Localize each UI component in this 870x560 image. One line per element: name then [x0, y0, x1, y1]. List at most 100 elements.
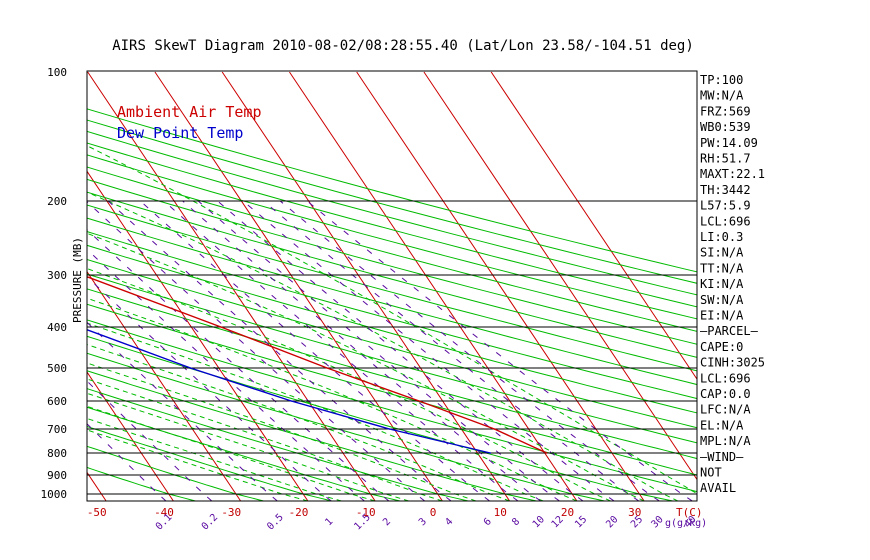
dry-adiabat-line — [87, 425, 332, 501]
mixing-ratio-line — [87, 229, 390, 501]
isotherm-line — [87, 471, 107, 501]
air-temp-point — [220, 326, 222, 328]
stability-index: AVAIL — [700, 481, 736, 495]
moist-adiabat-line — [87, 378, 443, 501]
pressure-tick-label: 900 — [47, 469, 67, 482]
dry-adiabat-line — [87, 319, 697, 493]
mixing-ratio-line — [182, 200, 541, 501]
pressure-tick-label: 700 — [47, 423, 67, 436]
mixing-ratio-line — [263, 200, 640, 501]
stability-index: LCL:696 — [700, 371, 751, 385]
dry-adiabat-line — [87, 231, 697, 400]
mixing-ratio-line — [87, 423, 167, 501]
bottom-temp-tick-label: -50 — [87, 506, 107, 519]
stability-index: LI:0.3 — [700, 230, 743, 244]
dew-point-series-line — [87, 328, 491, 454]
stability-index: MPL:N/A — [700, 434, 751, 448]
stability-index: LCL:696 — [700, 214, 751, 228]
dew-point-point — [290, 400, 293, 402]
mixing-ratio-label: 3 — [417, 516, 429, 528]
pressure-tick-label: 300 — [47, 269, 67, 282]
bottom-temp-tick-label: 20 — [561, 506, 574, 519]
mixing-ratio-line — [87, 276, 332, 501]
isobars — [87, 200, 697, 495]
stability-index: CINH:3025 — [700, 356, 765, 370]
moist-adiabat-line — [87, 191, 679, 501]
dry-adiabat-line — [87, 191, 697, 358]
mixing-ratio-label: 8 — [510, 516, 522, 528]
dry-adiabat-line — [87, 119, 697, 284]
dry-adiabat-line — [87, 352, 605, 501]
dew-point-point — [388, 428, 391, 430]
profile-series — [87, 275, 548, 454]
mixing-ratio-line — [242, 200, 615, 501]
pressure-tick-label: 500 — [47, 362, 67, 375]
legend-air-temp: Ambient Air Temp — [117, 103, 262, 121]
mixing-ratio-line — [306, 200, 693, 501]
mixing-ratio-line — [87, 321, 278, 501]
dry-adiabat-line — [87, 178, 697, 345]
mixing-ratio-label: 4 — [443, 516, 455, 528]
stability-index: CAPE:0 — [700, 340, 743, 354]
pressure-tick-label: 100 — [47, 66, 67, 79]
bottom-temp-tick-label: -40 — [154, 506, 174, 519]
plot-frame — [86, 70, 698, 502]
mixing-ratio-label: 30 — [649, 514, 665, 530]
bottom-temp-tick-label: 10 — [494, 506, 507, 519]
stability-index: CAP:0.0 — [700, 387, 751, 401]
mixing-ratio-label: 1 — [323, 516, 335, 528]
air-temp-point — [493, 428, 496, 430]
stability-index: TT:N/A — [700, 261, 744, 275]
stability-index: PW:14.09 — [700, 136, 758, 150]
moist-adiabat-line — [87, 392, 409, 501]
bottom-temp-tick-label: -10 — [356, 506, 376, 519]
stability-index: NOT — [700, 466, 722, 480]
dry-adiabat-line — [87, 303, 697, 476]
pressure-tick-label: 600 — [47, 395, 67, 408]
isotherm-line — [490, 71, 697, 381]
dry-adiabat-line — [87, 335, 673, 501]
moist-adiabat-line — [87, 232, 645, 501]
dry-adiabat-line — [87, 406, 401, 501]
bottom-temp-tick-label: 0 — [430, 506, 437, 519]
mixing-ratio-line — [163, 200, 519, 501]
pressure-tick-label: 200 — [47, 195, 67, 208]
mixing-ratio-label: 15 — [573, 514, 589, 530]
mixing-ratio-axis-label: g(g/kg) — [665, 518, 707, 529]
dry-adiabat-line — [87, 142, 697, 308]
pressure-tick-label: 800 — [47, 447, 67, 460]
stability-index: —PARCEL— — [700, 324, 759, 338]
mixing-ratio-label: 2 — [381, 516, 393, 528]
legend-dew-point: Dew Point Temp — [117, 124, 243, 142]
stability-index: MW:N/A — [700, 89, 744, 103]
stability-index: KI:N/A — [700, 277, 744, 291]
stability-index: TH:3442 — [700, 183, 751, 197]
moist-adiabat-line — [87, 429, 309, 501]
stability-index: SW:N/A — [700, 293, 744, 307]
dry-adiabat-line — [87, 370, 537, 501]
stability-index: —WIND— — [700, 450, 744, 464]
y-axis-label: PRESSURE (MB) — [71, 237, 84, 323]
stability-index: SI:N/A — [700, 246, 744, 260]
dry-adiabat-line — [87, 217, 697, 386]
dry-adiabat-line — [87, 244, 697, 414]
air-temp-point — [545, 452, 548, 454]
mixing-ratio-label: 0.5 — [265, 512, 286, 533]
mixing-ratio-line — [197, 200, 560, 501]
pressure-tick-label: 400 — [47, 321, 67, 334]
moist-adiabat-line — [87, 322, 544, 501]
stability-index: EI:N/A — [700, 309, 744, 323]
bottom-temp-tick-label: 30 — [628, 506, 641, 519]
moist-adiabat-line — [87, 297, 578, 501]
dry-adiabat-line — [87, 466, 196, 501]
stability-index: FRZ:569 — [700, 104, 751, 118]
pressure-tick-label: 1000 — [41, 488, 68, 501]
stability-index: LFC:N/A — [700, 403, 751, 417]
isotherm-line — [0, 72, 39, 501]
mixing-ratio-label: 6 — [482, 516, 494, 528]
air-temp-point — [418, 400, 420, 402]
stability-index: L57:5.9 — [700, 199, 751, 213]
mixing-ratio-line — [279, 200, 660, 501]
